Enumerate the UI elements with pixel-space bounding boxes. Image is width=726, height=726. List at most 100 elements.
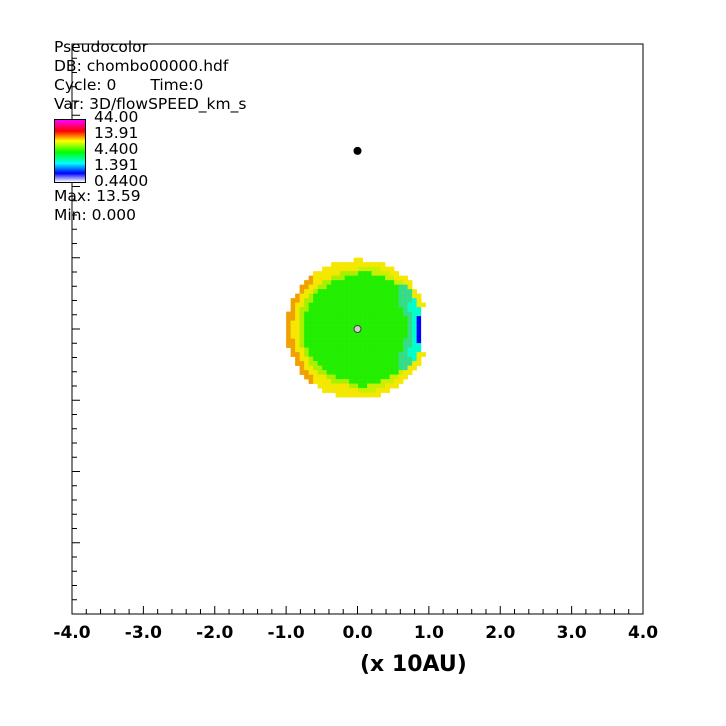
field-cell <box>385 289 390 294</box>
field-cell <box>322 388 327 393</box>
field-cell <box>398 352 404 357</box>
field-cell <box>304 289 309 294</box>
field-cell <box>317 293 323 299</box>
field-cell <box>317 356 323 362</box>
field-cell <box>394 325 399 330</box>
field-cell <box>371 329 377 335</box>
field-cell <box>403 352 408 357</box>
field-cell <box>344 343 350 348</box>
field-cell <box>322 343 327 348</box>
field-cell <box>358 311 363 317</box>
field-cell <box>385 280 390 285</box>
colorbar-label-min: 0.4400 <box>94 172 149 190</box>
field-cell <box>362 262 368 267</box>
field-cell <box>335 383 341 389</box>
field-cell <box>358 356 363 362</box>
x-axis-unit-label: (x 10AU) <box>360 652 467 677</box>
field-cell <box>344 347 350 353</box>
field-cell <box>344 302 350 308</box>
field-cell <box>349 329 354 335</box>
field-cell <box>407 302 413 308</box>
field-cell <box>389 316 395 321</box>
field-cell <box>421 352 426 357</box>
field-cell <box>349 316 354 321</box>
field-cell <box>299 284 305 290</box>
field-cell <box>340 383 345 389</box>
field-cell <box>340 329 345 335</box>
field-cell <box>304 361 309 366</box>
field-cell <box>398 284 404 290</box>
field-cell <box>313 284 318 290</box>
field-cell <box>407 352 413 357</box>
field-cell <box>344 289 350 294</box>
field-cell <box>331 356 336 362</box>
x-tick-label: 3.0 <box>557 623 587 643</box>
field-cell <box>380 379 386 384</box>
field-cell <box>353 284 359 290</box>
field-cell <box>376 383 381 389</box>
field-cell <box>308 334 314 339</box>
field-cell <box>286 320 291 326</box>
field-cell <box>299 289 305 294</box>
field-cell <box>367 262 372 267</box>
field-cell <box>299 320 305 326</box>
field-cell <box>358 365 363 371</box>
field-cell <box>353 293 359 299</box>
field-cell <box>358 374 363 380</box>
field-cell <box>335 320 341 326</box>
field-cell <box>394 316 399 321</box>
field-cell <box>385 329 390 335</box>
field-cell <box>317 275 323 281</box>
field-cell <box>398 374 404 380</box>
field-cell <box>299 329 305 335</box>
field-cell <box>331 271 336 276</box>
field-cell <box>376 275 381 281</box>
field-cell <box>389 338 395 344</box>
field-cell <box>335 347 341 353</box>
field-cell <box>290 329 296 335</box>
field-cell <box>371 275 377 281</box>
field-cell <box>358 275 363 281</box>
field-cell <box>380 334 386 339</box>
field-cell <box>394 361 399 366</box>
field-cell <box>295 347 300 353</box>
field-cell <box>331 289 336 294</box>
field-cell <box>394 347 399 353</box>
field-cell <box>421 311 426 317</box>
field-cell <box>349 307 354 312</box>
field-cell <box>371 271 377 276</box>
field-cell <box>407 320 413 326</box>
field-cell <box>349 388 354 393</box>
field-cell <box>304 320 309 326</box>
field-cell <box>376 307 381 312</box>
field-cell <box>317 284 323 290</box>
field-cell <box>398 347 404 353</box>
field-cell <box>362 392 368 398</box>
field-cell <box>367 356 372 362</box>
field-cell <box>407 370 413 375</box>
field-cell <box>425 329 431 335</box>
field-cell <box>371 320 377 326</box>
field-cell <box>394 370 399 375</box>
field-cell <box>313 365 318 371</box>
field-cell <box>353 311 359 317</box>
field-cell <box>394 280 399 285</box>
field-cell <box>290 347 296 353</box>
field-cell <box>295 361 300 366</box>
field-cell <box>353 370 359 375</box>
colorbar-label-4: 1.391 <box>94 156 139 174</box>
field-cell <box>349 334 354 339</box>
field-cell <box>407 311 413 317</box>
field-cell <box>340 392 345 398</box>
field-cell <box>416 311 422 317</box>
field-cell <box>335 338 341 344</box>
field-cell <box>340 343 345 348</box>
field-cell <box>367 374 372 380</box>
field-cell <box>394 374 399 380</box>
field-cell <box>412 352 417 357</box>
field-cell <box>308 284 314 290</box>
field-cell <box>376 325 381 330</box>
field-cell <box>389 289 395 294</box>
field-cell <box>385 356 390 362</box>
field-cell <box>317 379 323 384</box>
